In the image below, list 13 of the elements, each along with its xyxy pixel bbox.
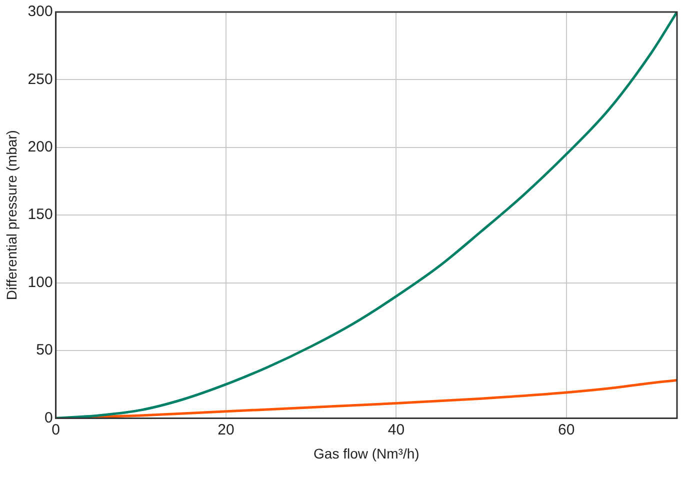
x-tick-label: 20: [218, 421, 234, 438]
y-tick-label: 250: [28, 70, 53, 88]
y-tick-label: 100: [28, 274, 53, 291]
x-axis-title: Gas flow (Nm³/h): [314, 445, 420, 462]
y-tick-label: 300: [28, 3, 53, 20]
line-series: [56, 12, 677, 418]
y-tick-label: 50: [36, 342, 53, 359]
y-tick-label: 0: [44, 409, 53, 426]
y-tick-label: 150: [28, 206, 53, 224]
y-axis-title: Differential pressure (mbar): [3, 130, 20, 300]
x-tick-label: 40: [388, 421, 405, 438]
y-tick-label: 200: [28, 138, 53, 156]
x-tick-label: 60: [558, 421, 575, 438]
